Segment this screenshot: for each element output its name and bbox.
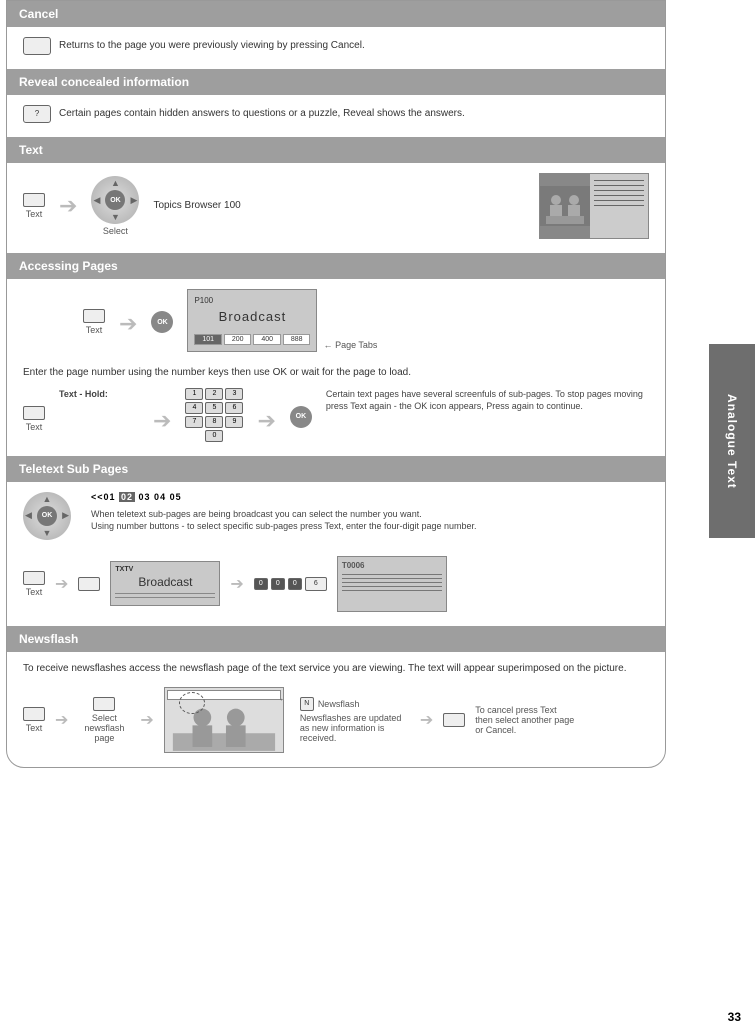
ok-button-icon: OK <box>105 190 125 210</box>
page-tabs-label: ← Page Tabs <box>324 340 378 350</box>
digit-key: 0 <box>254 578 268 590</box>
tv-preview-thumb <box>539 173 649 239</box>
digit-key: 0 <box>271 578 285 590</box>
teletext-sub-text: When teletext sub-pages are being broadc… <box>91 508 649 532</box>
newsflash-intro: To receive newsflashes access the newsfl… <box>23 662 649 676</box>
arrow-icon: ➔ <box>257 408 275 434</box>
text-button-icon <box>23 707 45 721</box>
select-label: Select <box>103 226 128 236</box>
section-header-reveal: Reveal concealed information <box>7 69 665 95</box>
newsflash-preview: ← <box>164 687 284 753</box>
subpage-indicator: <<01 02 03 04 05 <box>91 492 649 502</box>
text-button-icon <box>83 309 105 323</box>
text-button-icon <box>23 406 45 420</box>
text-button-icon <box>23 193 45 207</box>
ok-button-icon: OK <box>151 311 173 333</box>
arrow-icon: ➔ <box>140 710 153 730</box>
topics-label: Topics Browser 100 <box>153 199 525 213</box>
section-header-teletext: Teletext Sub Pages <box>7 456 665 482</box>
sidebar-tab: Analogue Text <box>709 344 755 538</box>
digit-key: 0 <box>288 578 302 590</box>
ok-navigation-disc: ▲▼◀▶ OK <box>23 492 71 540</box>
newsflash-update-text: Newsflashes are updated as new informati… <box>300 713 410 743</box>
page-tab: 400 <box>253 334 281 345</box>
pages-step2-intro: Enter the page number using the number k… <box>23 366 649 380</box>
ok-button-icon: OK <box>290 406 312 428</box>
text-hold-text: Certain text pages have several screenfu… <box>326 388 649 412</box>
arrow-icon: ➔ <box>59 193 77 219</box>
page-tab: 888 <box>283 334 311 345</box>
section-header-newsflash: Newsflash <box>7 626 665 652</box>
digit-key: 6 <box>305 577 327 591</box>
cancel-button-icon <box>23 37 51 55</box>
manual-page: Cancel Returns to the page you were prev… <box>6 0 666 768</box>
page-tab: 101 <box>194 334 222 345</box>
teletext-result-screen: T0006 <box>337 556 447 612</box>
arrow-icon: ➔ <box>153 408 171 434</box>
newsflash-cancel-text: To cancel press Text then select another… <box>475 705 575 735</box>
text-label: Text <box>86 325 103 335</box>
page-tab: 200 <box>224 334 252 345</box>
newsflash-page-button <box>93 697 115 711</box>
people-illustration-icon <box>540 174 590 238</box>
reveal-text: Certain pages contain hidden answers to … <box>59 107 465 121</box>
section-header-text: Text <box>7 137 665 163</box>
text-hold-note: Text - Hold: <box>59 388 139 400</box>
page-number: 33 <box>728 1010 741 1024</box>
arrow-icon: ➔ <box>230 574 243 594</box>
broadcast-screen: P100 Broadcast 101 200 400 888 <box>187 289 317 352</box>
broadcast-screen-small: TXTV Broadcast <box>110 561 220 606</box>
arrow-icon: ➔ <box>119 311 137 337</box>
cancel-button-icon <box>443 713 465 727</box>
arrow-icon: ➔ <box>55 574 68 594</box>
n-indicator: N <box>300 697 314 711</box>
number-keypad-icon: 123 456 789 0 <box>185 388 243 442</box>
text-button-icon <box>78 577 100 591</box>
section-header-pages: Accessing Pages <box>7 253 665 279</box>
reveal-button-icon: ? <box>23 105 51 123</box>
section-header-cancel: Cancel <box>7 1 665 27</box>
text-button-icon <box>23 571 45 585</box>
text-label: Text <box>26 209 43 219</box>
arrow-icon: ➔ <box>55 710 68 730</box>
cancel-text: Returns to the page you were previously … <box>59 39 365 53</box>
arrow-icon: ➔ <box>420 710 433 730</box>
ok-navigation-disc: ▲▼◀▶ OK <box>91 176 139 224</box>
